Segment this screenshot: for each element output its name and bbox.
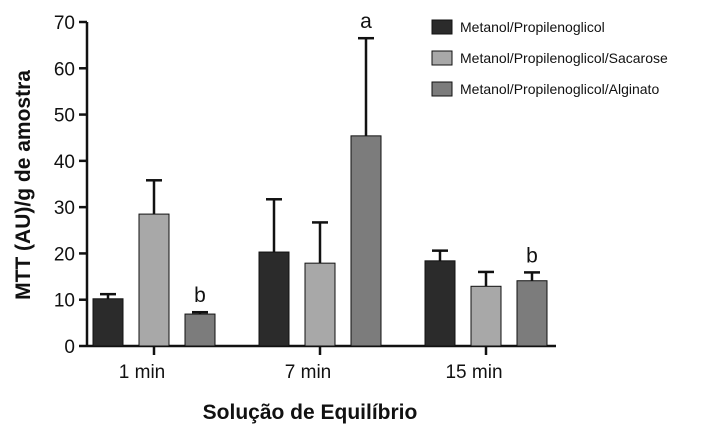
bar (425, 261, 455, 346)
legend-swatch (432, 51, 452, 65)
y-tick-label: 0 (64, 337, 75, 358)
bar (471, 286, 501, 346)
legend-label: Metanol/Propilenoglicol/Alginato (460, 81, 659, 97)
y-tick-label: 40 (54, 152, 75, 173)
y-tick-label: 20 (54, 244, 75, 265)
legend: Metanol/Propilenoglicol Metanol/Propileno… (432, 19, 668, 97)
x-axis: 1 min 7 min 15 min (87, 346, 556, 383)
y-tick-label: 30 (54, 198, 75, 219)
bar (351, 136, 381, 346)
significance-letter: a (360, 10, 372, 33)
significance-letter: b (526, 244, 538, 267)
y-tick-label: 70 (54, 13, 75, 34)
legend-swatch (432, 20, 452, 34)
y-tick-label: 50 (54, 106, 75, 127)
y-tick-label: 60 (54, 59, 75, 80)
x-axis-title: Solução de Equilíbrio (203, 401, 418, 424)
legend-label: Metanol/Propilenoglicol/Sacarose (460, 50, 668, 66)
bar (517, 281, 547, 346)
y-axis-title: MTT (AU)/g de amostra (12, 70, 35, 300)
x-tick-label: 7 min (285, 362, 331, 383)
bar (305, 263, 335, 346)
bar (259, 252, 289, 346)
significance-letter: b (194, 284, 206, 307)
bar (93, 299, 123, 346)
legend-swatch (432, 82, 452, 96)
bar (185, 314, 215, 346)
y-tick-label: 10 (54, 291, 75, 312)
bar (139, 214, 169, 346)
x-tick-label: 15 min (445, 362, 502, 383)
x-tick-label: 1 min (119, 362, 165, 383)
y-axis: 0 10 20 30 40 50 60 70 (54, 13, 87, 358)
legend-label: Metanol/Propilenoglicol (460, 19, 605, 35)
